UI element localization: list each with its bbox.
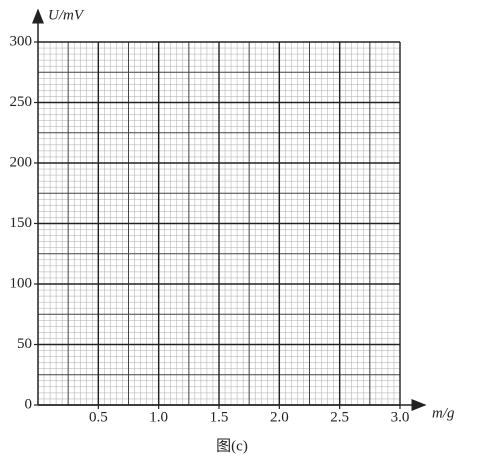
y-tick-label: 0 xyxy=(25,396,33,412)
x-tick-label: 1.5 xyxy=(210,409,229,425)
x-axis-label: m/g xyxy=(432,405,455,421)
x-tick-label: 3.0 xyxy=(391,409,410,425)
y-tick-label: 250 xyxy=(10,94,33,110)
y-tick-label: 200 xyxy=(10,154,33,170)
x-tick-label: 0.5 xyxy=(89,409,108,425)
x-tick-label: 2.0 xyxy=(270,409,289,425)
y-axis-label: U/mV xyxy=(48,7,85,23)
x-tick-label: 1.0 xyxy=(149,409,168,425)
y-tick-label: 50 xyxy=(17,336,32,352)
y-tick-label: 100 xyxy=(10,275,33,291)
y-tick-label: 300 xyxy=(10,33,33,49)
y-tick-label: 150 xyxy=(10,215,33,231)
caption: 图(c) xyxy=(216,437,248,454)
x-tick-label: 2.5 xyxy=(330,409,349,425)
